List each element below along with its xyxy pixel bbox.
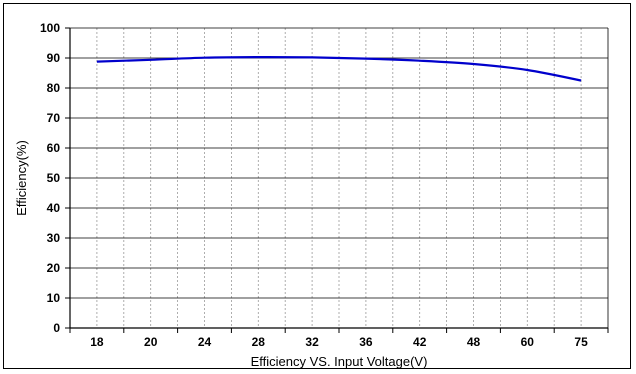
x-tick-label: 48: [467, 335, 481, 349]
y-tick-label: 10: [47, 291, 61, 305]
efficiency-series-line: [96, 55, 582, 82]
y-tick-label: 50: [47, 171, 61, 185]
tick-layer: 0 10 20 30 40 50 60 70 80 90 100 18 20 24 28 32 36 42 48 60…: [40, 21, 609, 349]
y-tick-label: 80: [47, 81, 61, 95]
y-tick-label: 90: [47, 51, 61, 65]
x-tick-label: 28: [252, 335, 266, 349]
x-tick-label: 36: [359, 335, 373, 349]
x-tick-label: 24: [198, 335, 212, 349]
series-layer: [96, 55, 582, 82]
y-tick-label: 20: [47, 261, 61, 275]
y-tick-label: 0: [53, 321, 60, 335]
x-tick-label: 32: [305, 335, 319, 349]
y-tick-label: 30: [47, 231, 61, 245]
x-tick-label: 60: [521, 335, 535, 349]
y-tick-label: 100: [40, 21, 60, 35]
x-tick-label: 75: [574, 335, 588, 349]
x-tick-label: 18: [90, 335, 104, 349]
y-tick-label: 60: [47, 141, 61, 155]
y-tick-label: 40: [47, 201, 61, 215]
grid-layer: [69, 27, 609, 329]
x-tick-label: 42: [413, 335, 427, 349]
x-tick-label: 20: [144, 335, 158, 349]
chart-frame: [3, 3, 631, 369]
y-tick-label: 70: [47, 111, 61, 125]
x-axis-title: Efficiency VS. Input Voltage(V): [251, 354, 428, 369]
y-axis-title: Efficiency(%): [14, 140, 29, 216]
